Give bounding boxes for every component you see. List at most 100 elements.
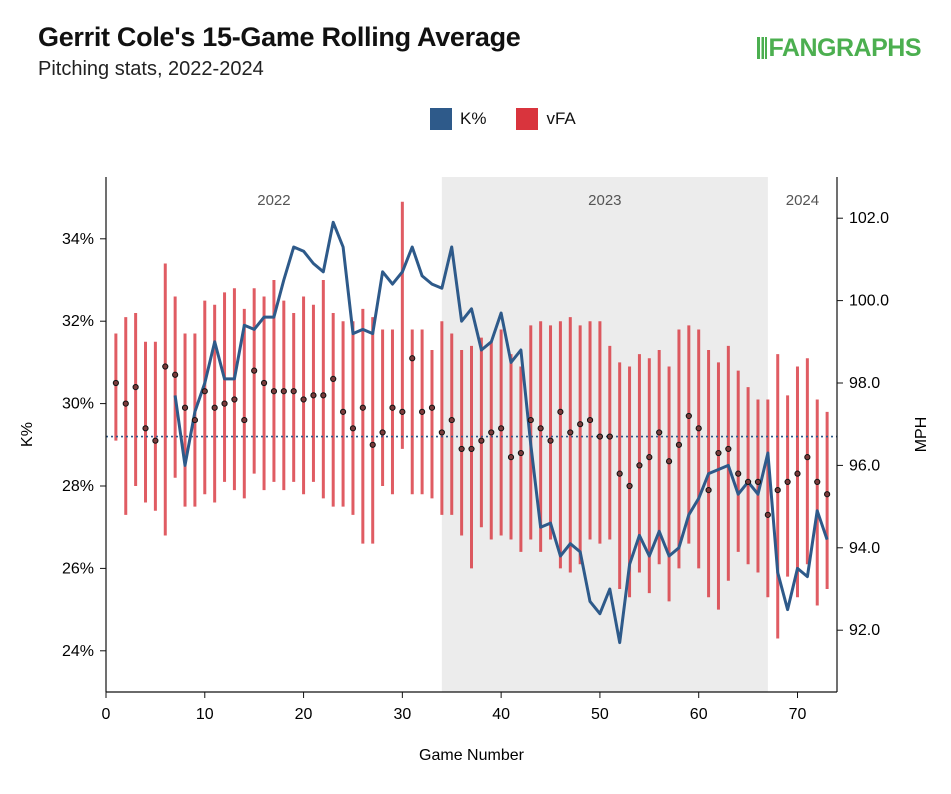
- x-tick-label: 60: [690, 706, 708, 723]
- legend-swatch-k-pct: [430, 108, 452, 130]
- x-tick-label: 70: [789, 706, 807, 723]
- vfa-mean-point: [438, 429, 445, 436]
- vfa-mean-point: [122, 400, 129, 407]
- season-label-2022: 2022: [257, 192, 290, 209]
- vfa-mean-point: [537, 425, 544, 432]
- y-right-tick-label: 100.0: [849, 293, 889, 310]
- vfa-mean-point: [181, 404, 189, 411]
- vfa-mean-point: [369, 441, 376, 448]
- vfa-mean-point: [824, 491, 831, 498]
- y-left-tick-label: 26%: [62, 560, 94, 577]
- x-tick-label: 50: [591, 706, 609, 723]
- logo-text: FANGRAPHS: [768, 34, 922, 62]
- y-left-tick-label: 28%: [62, 478, 94, 495]
- vfa-mean-point: [221, 400, 228, 407]
- vfa-mean-point: [764, 511, 771, 518]
- vfa-mean-point: [636, 462, 643, 469]
- vfa-mean-point: [715, 449, 722, 457]
- vfa-mean-point: [596, 433, 604, 440]
- vfa-mean-point: [567, 429, 574, 436]
- vfa-mean-point: [804, 454, 811, 461]
- vfa-mean-point: [527, 416, 534, 424]
- vfa-mean-point: [419, 408, 426, 415]
- vfa-mean-point: [626, 482, 633, 490]
- y-left-tick-label: 24%: [62, 643, 94, 660]
- chart-title: Gerrit Cole's 15-Game Rolling Average: [38, 22, 521, 52]
- vfa-mean-point: [547, 437, 554, 444]
- vfa-mean-point: [616, 470, 623, 477]
- fangraphs-logo: FANGRAPHS: [756, 34, 922, 63]
- y-right-tick-label: 96.0: [849, 457, 880, 474]
- vfa-mean-point: [132, 384, 139, 391]
- vfa-mean-point: [754, 478, 762, 485]
- vfa-mean-point: [498, 425, 505, 432]
- y-left-tick-label: 32%: [62, 313, 94, 330]
- vfa-mean-point: [251, 367, 258, 374]
- vfa-mean-point: [172, 371, 179, 378]
- vfa-mean-point: [478, 437, 485, 444]
- vfa-mean-point: [665, 458, 673, 465]
- vfa-mean-point: [112, 379, 119, 387]
- y-right-tick-label: 92.0: [849, 622, 880, 639]
- legend-label-vfa: vFA: [546, 109, 576, 128]
- vfa-mean-point: [606, 433, 613, 440]
- legend-item-k-pct: K%: [430, 108, 486, 130]
- vfa-mean-point: [507, 454, 515, 461]
- vfa-mean-point: [646, 454, 653, 461]
- vfa-mean-point: [586, 416, 594, 424]
- vfa-mean-point: [300, 396, 307, 403]
- season-shade-2023: [441, 177, 768, 692]
- season-label-2024: 2024: [786, 192, 819, 209]
- x-tick-label: 40: [492, 706, 510, 723]
- k-pct-line: [173, 220, 829, 645]
- season-label-2023: 2023: [588, 192, 621, 209]
- y-axis-label-right: MPH: [913, 417, 930, 453]
- vfa-mean-point: [320, 392, 327, 399]
- vfa-mean-point: [685, 412, 692, 420]
- vfa-mean-point: [458, 445, 465, 453]
- vfa-mean-point: [656, 429, 663, 436]
- vfa-mean-point: [142, 425, 149, 432]
- vfa-mean-point: [725, 445, 732, 453]
- vfa-mean-point: [577, 421, 584, 428]
- y-right-tick-label: 102.0: [849, 210, 889, 227]
- vfa-mean-point: [448, 416, 455, 424]
- vfa-mean-point: [705, 487, 712, 494]
- x-tick-label: 0: [102, 706, 111, 723]
- vfa-mean-point: [162, 363, 169, 370]
- vfa-mean-point: [794, 470, 801, 477]
- vfa-mean-point: [774, 487, 781, 494]
- vfa-mean-point: [310, 392, 317, 399]
- legend-label-k-pct: K%: [460, 109, 487, 128]
- vfa-mean-point: [290, 388, 297, 395]
- vfa-mean-point: [330, 375, 337, 382]
- vfa-mean-point: [349, 425, 357, 432]
- x-axis-label: Game Number: [419, 747, 525, 764]
- vfa-mean-point: [399, 408, 406, 415]
- vfa-mean-point: [359, 404, 366, 411]
- vfa-mean-point: [389, 404, 396, 411]
- vfa-mean-point: [488, 429, 495, 436]
- vfa-mean-point: [468, 445, 475, 453]
- x-tick-label: 10: [196, 706, 214, 723]
- vfa-mean-point: [409, 355, 416, 362]
- logo-mark-icon: [756, 37, 767, 59]
- vfa-mean-point: [191, 416, 199, 424]
- y-right-tick-label: 94.0: [849, 540, 880, 557]
- vfa-mean-point: [784, 478, 791, 485]
- legend-swatch-vfa: [516, 108, 539, 130]
- y-left-tick-label: 30%: [62, 396, 94, 413]
- legend: K% vFA: [430, 108, 576, 130]
- vfa-mean-point: [744, 478, 752, 485]
- vfa-mean-point: [814, 478, 821, 485]
- vfa-mean-point: [231, 396, 238, 403]
- vfa-mean-point: [211, 404, 218, 411]
- y-right-tick-label: 98.0: [849, 375, 880, 392]
- vfa-mean-point: [270, 388, 278, 395]
- y-left-tick-label: 34%: [62, 231, 94, 248]
- vfa-mean-point: [517, 449, 524, 457]
- vfa-mean-point: [152, 437, 159, 444]
- vfa-mean-point: [379, 429, 386, 436]
- vfa-mean-point: [280, 388, 287, 395]
- vfa-mean-point: [695, 425, 702, 432]
